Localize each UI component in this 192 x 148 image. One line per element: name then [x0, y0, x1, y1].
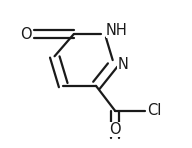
- Text: NH: NH: [106, 23, 127, 38]
- Text: O: O: [109, 122, 121, 137]
- Text: Cl: Cl: [147, 103, 161, 118]
- Text: O: O: [20, 26, 32, 42]
- Text: N: N: [118, 57, 128, 72]
